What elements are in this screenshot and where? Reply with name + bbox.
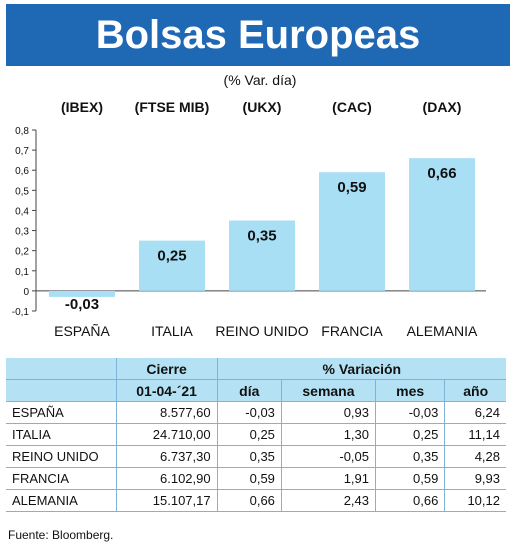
bar-españa [49, 290, 115, 297]
table-row: ESPAÑA 8.577,60 -0,03 0,93 -0,03 6,24 [6, 401, 506, 424]
cell-week: 2,43 [280, 489, 376, 512]
category-label: FRANCIA [321, 323, 383, 339]
cell-year: 6,24 [444, 401, 506, 424]
cell-year: 11,14 [444, 423, 506, 446]
bar-value-label: 0,59 [337, 179, 366, 196]
table-row: ITALIA 24.710,00 0,25 1,30 0,25 11,14 [6, 423, 506, 446]
cell-year: 9,93 [444, 467, 506, 490]
bar-value-label: -0,03 [65, 296, 99, 313]
y-tick-label: -0,1 [12, 307, 30, 318]
category-label: ESPAÑA [54, 323, 110, 339]
header-week: semana [280, 379, 376, 402]
y-tick-label: 0,2 [15, 247, 29, 258]
cell-day: 0,59 [216, 467, 282, 490]
chart-subtitle: (% Var. día) [223, 72, 297, 88]
cell-month: 0,25 [374, 423, 445, 446]
bar-italia [139, 240, 205, 291]
cell-day: 0,66 [216, 489, 282, 512]
y-tick-label: 0,1 [15, 267, 29, 278]
y-tick-label: 0,3 [15, 227, 29, 238]
cell-year: 10,12 [444, 489, 506, 512]
cell-month: 0,66 [374, 489, 445, 512]
header-day: día [216, 379, 282, 402]
header-close: Cierre [115, 358, 218, 380]
cell-country: ESPAÑA [6, 401, 117, 424]
category-label: ALEMANIA [407, 323, 478, 339]
cell-close: 6.737,30 [115, 445, 218, 468]
table-group-header-row: Cierre % Variación [6, 358, 506, 380]
y-tick-label: 0,6 [15, 166, 29, 177]
cell-day: -0,03 [216, 401, 282, 424]
title-banner: Bolsas Europeas [6, 4, 510, 66]
cell-month: 0,59 [374, 467, 445, 490]
page-title: Bolsas Europeas [95, 12, 421, 57]
cell-year: 4,28 [444, 445, 506, 468]
cell-country: FRANCIA [6, 467, 117, 490]
index-label: (DAX) [423, 99, 462, 115]
bar-value-label: 0,35 [247, 228, 276, 245]
cell-week: 1,91 [280, 467, 376, 490]
index-label: (CAC) [332, 99, 372, 115]
cell-week: 1,30 [280, 423, 376, 446]
y-tick-label: 0,5 [15, 186, 29, 197]
cell-close: 15.107,17 [115, 489, 218, 512]
table-column-header-row: 01-04-´21 día semana mes año [6, 379, 506, 402]
cell-day: 0,25 [216, 423, 282, 446]
category-label: ITALIA [151, 323, 193, 339]
source-note: Fuente: Bloomberg. [8, 528, 114, 542]
bar-alemania [409, 158, 475, 291]
bar-value-label: 0,25 [157, 248, 186, 265]
cell-month: -0,03 [374, 401, 445, 424]
index-label: (IBEX) [61, 99, 103, 115]
table-row: REINO UNIDO 6.737,30 0,35 -0,05 0,35 4,28 [6, 445, 506, 468]
index-label: (UKX) [243, 99, 282, 115]
y-tick-label: 0,4 [15, 206, 29, 217]
header-blank [6, 358, 117, 380]
y-tick-label: 0 [23, 287, 29, 298]
bar-chart: -0,1 0 0,1 0,2 0,3 0,4 0,5 0,6 0,7 0,8 -0,03 (IBEX)… [12, 99, 486, 339]
index-label: (FTSE MIB) [135, 99, 210, 115]
cell-country: ITALIA [6, 423, 117, 446]
cell-week: 0,93 [280, 401, 376, 424]
bar-francia [319, 172, 385, 291]
market-table: Cierre % Variación 01-04-´21 día semana … [6, 358, 506, 512]
cell-close: 6.102,90 [115, 467, 218, 490]
header-date: 01-04-´21 [115, 379, 218, 402]
bar-reino-unido [229, 220, 295, 291]
cell-country: ALEMANIA [6, 489, 117, 512]
cell-close: 24.710,00 [115, 423, 218, 446]
header-year: año [444, 379, 506, 402]
cell-day: 0,35 [216, 445, 282, 468]
cell-country: REINO UNIDO [6, 445, 117, 468]
category-label: REINO UNIDO [215, 323, 308, 339]
cell-close: 8.577,60 [115, 401, 218, 424]
cell-month: 0,35 [374, 445, 445, 468]
y-tick-label: 0,8 [15, 126, 29, 137]
bar-value-label: 0,66 [427, 165, 456, 182]
table-row: ALEMANIA 15.107,17 0,66 2,43 0,66 10,12 [6, 489, 506, 512]
header-blank [6, 379, 117, 402]
header-month: mes [374, 379, 445, 402]
y-tick-label: 0,7 [15, 146, 29, 157]
header-variation: % Variación [216, 358, 506, 380]
cell-week: -0,05 [280, 445, 376, 468]
table-row: FRANCIA 6.102,90 0,59 1,91 0,59 9,93 [6, 467, 506, 490]
